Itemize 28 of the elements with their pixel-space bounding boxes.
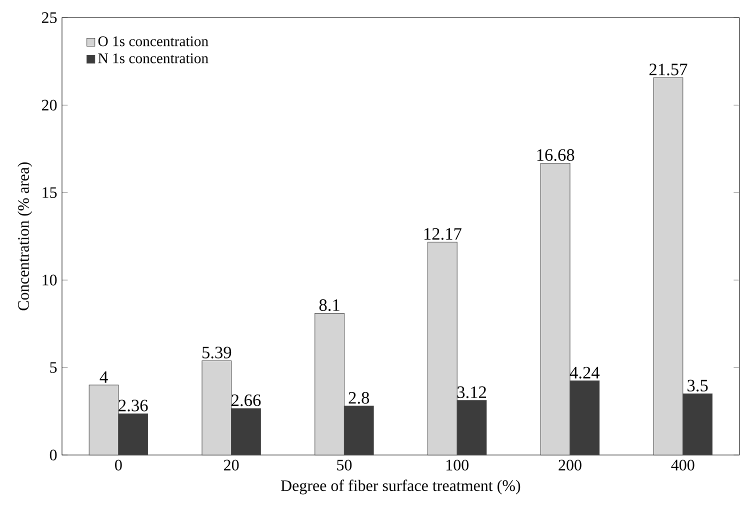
x-tick-label: 200 (558, 460, 582, 470)
data-label: 2.66 (232, 394, 261, 406)
y-axis-title: Concentration (% area) (18, 162, 32, 310)
y-tick-label: 20 (42, 100, 57, 111)
data-label: 12.17 (424, 228, 462, 240)
y-tick-label: 5 (50, 362, 57, 373)
data-label: 3.5 (688, 380, 708, 392)
y-tick-label: 25 (42, 12, 57, 24)
data-label: 4 (100, 371, 108, 383)
x-tick-label: 0 (115, 460, 122, 470)
data-label: 4.24 (570, 366, 600, 379)
y-tick-label: 10 (42, 274, 57, 286)
data-label: 2.36 (118, 400, 148, 412)
x-tick-label: 100 (446, 460, 468, 470)
legend-label: N 1s concentration (98, 53, 208, 64)
data-label: 3.12 (457, 386, 486, 398)
data-label: 8.1 (319, 299, 340, 312)
data-label: 2.8 (348, 392, 370, 404)
legend-label: O 1s concentration (98, 36, 208, 46)
x-axis-title: Degree of fiber surface treatment (%) (280, 480, 520, 494)
x-tick-label: 50 (337, 460, 352, 470)
data-label: 16.68 (537, 149, 574, 161)
x-tick-label: 400 (671, 460, 694, 470)
y-tick-label: 15 (42, 187, 57, 198)
data-label: 21.57 (649, 64, 688, 76)
data-label: 5.39 (202, 346, 232, 358)
y-tick-label: 0 (50, 450, 57, 460)
x-tick-label: 20 (224, 460, 239, 470)
